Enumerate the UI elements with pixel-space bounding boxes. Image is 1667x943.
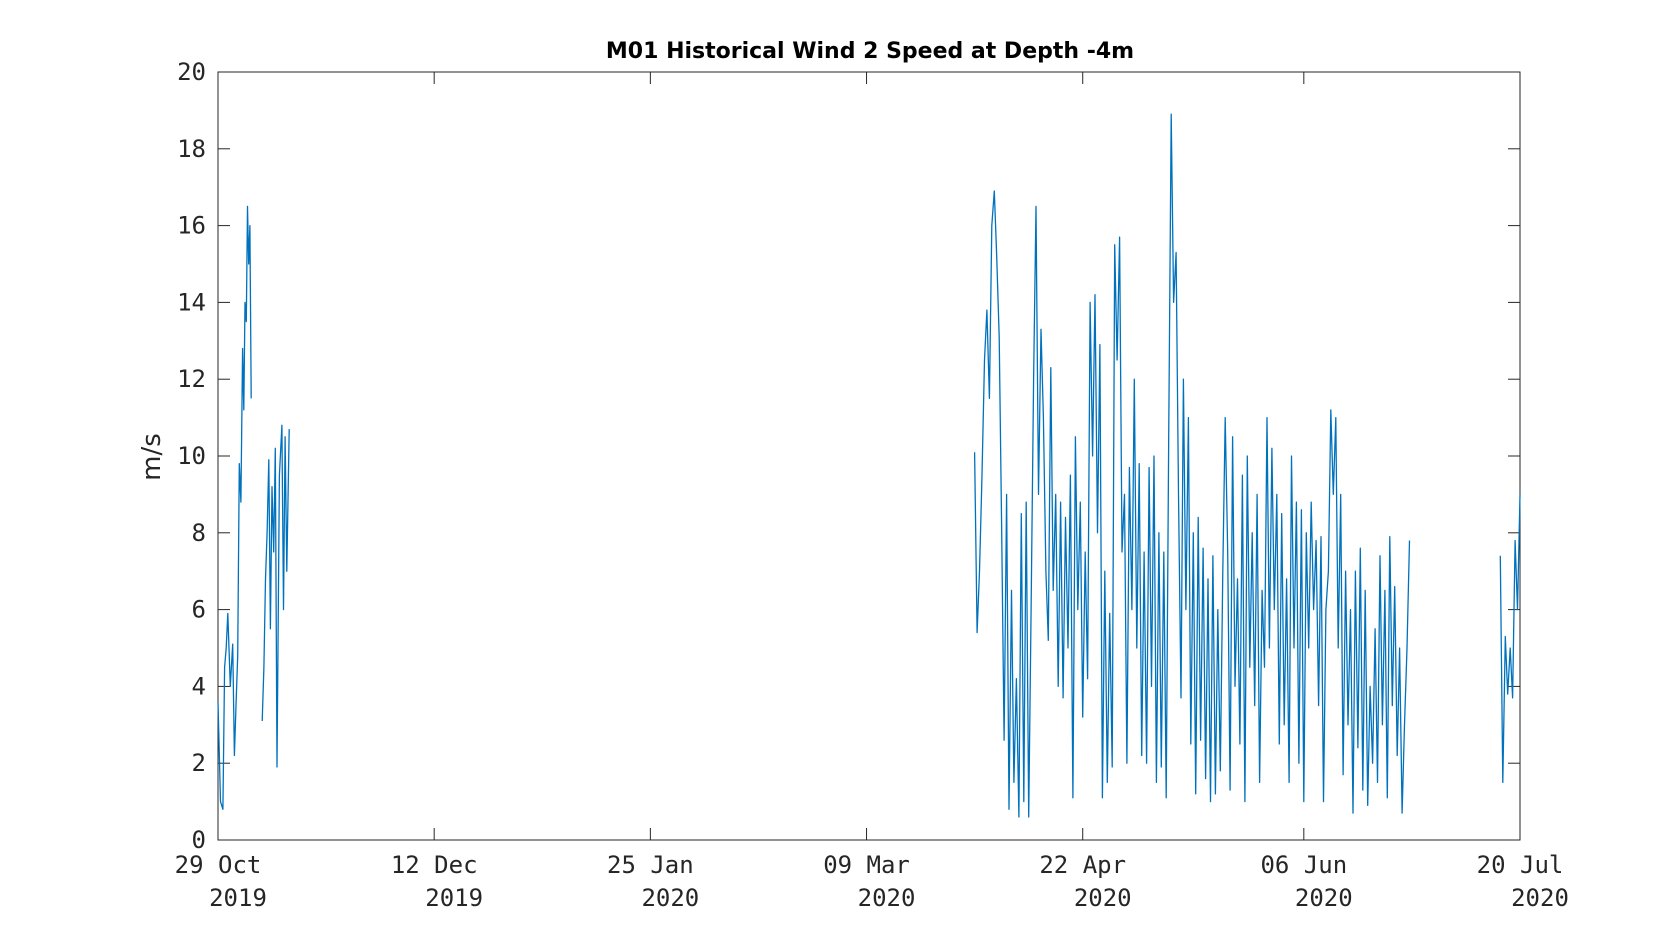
y-tick-label: 14 [177, 288, 206, 316]
y-tick-label: 18 [177, 135, 206, 163]
x-tick-year-label: 2019 [425, 884, 483, 912]
y-tick-label: 0 [192, 826, 206, 854]
y-tick-label: 4 [192, 672, 206, 700]
series-line-segment [261, 424, 290, 768]
y-tick-label: 8 [192, 519, 206, 547]
chart-title: M01 Historical Wind 2 Speed at Depth -4m [606, 39, 1134, 64]
x-tick-label: 06 Jun [1260, 851, 1347, 879]
y-tick-label: 12 [177, 365, 206, 393]
x-tick-label: 22 Apr [1039, 851, 1126, 879]
x-tick-label: 25 Jan [607, 851, 694, 879]
x-tick-label: 20 Jul [1477, 851, 1564, 879]
series-line-segment [217, 205, 252, 810]
x-tick-label: 09 Mar [823, 851, 910, 879]
x-tick-label: 12 Dec [391, 851, 478, 879]
series-line-segment [1499, 494, 1521, 784]
y-tick-label: 6 [192, 596, 206, 624]
x-tick-year-label: 2020 [1295, 884, 1353, 912]
x-tick-label: 29 Oct [175, 851, 262, 879]
y-tick-label: 20 [177, 58, 206, 86]
x-tick-year-label: 2019 [209, 884, 267, 912]
y-tick-label: 2 [192, 749, 206, 777]
y-tick-label: 10 [177, 442, 206, 470]
series-line-segment [973, 113, 1411, 818]
x-tick-year-label: 2020 [858, 884, 916, 912]
y-axis-label: m/s [137, 433, 167, 481]
y-tick-label: 16 [177, 212, 206, 240]
x-tick-year-label: 2020 [1511, 884, 1569, 912]
x-tick-year-label: 2020 [641, 884, 699, 912]
x-tick-year-label: 2020 [1074, 884, 1132, 912]
plot-area: 0 2 4 6 8 10 12 14 16 18 20 29 Oct 2019 12 Dec 2019 25 … [175, 58, 1569, 912]
